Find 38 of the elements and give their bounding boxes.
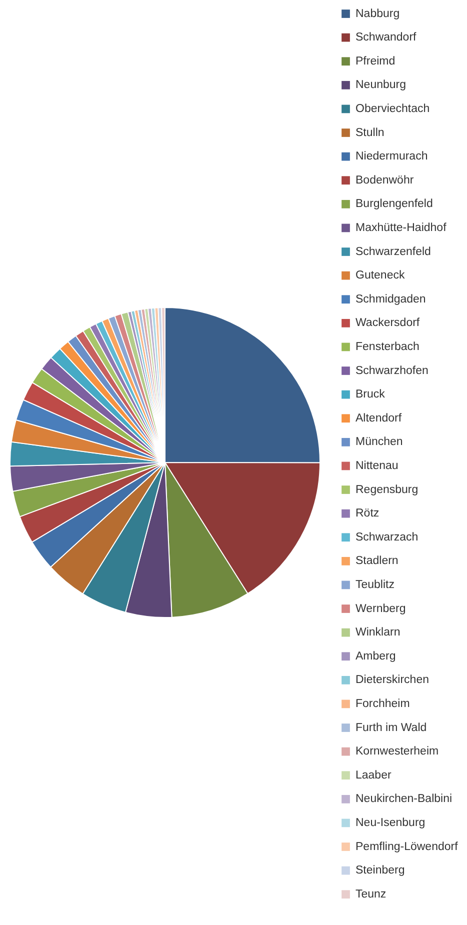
legend-label: Forchheim [356,698,410,710]
legend-label: München [356,436,403,448]
legend-label: Schmidgaden [356,293,426,306]
legend-label: Pemfling-Löwendorf [356,840,459,853]
legend-label: Altendorf [356,412,402,424]
legend-label: Oberviechtach [356,102,430,115]
legend-label: Burglengenfeld [356,198,433,210]
legend-label: Niedermurach [356,150,428,163]
legend-label: Wackersdorf [356,317,420,330]
legend-label: Bodenwöhr [356,174,414,186]
legend-label: Stadlern [356,555,398,568]
legend-label: Neukirchen-Balbini [356,793,452,806]
legend-label: Guteneck [356,270,405,282]
legend-label: Nabburg [356,8,400,20]
legend-label: Dieterskirchen [356,674,429,686]
legend-label: Furth im Wald [356,722,427,734]
legend-label: Laaber [356,769,392,782]
legend-label: Regensburg [356,484,418,496]
legend-label: Pfreimd [356,55,396,68]
legend-label: Teublitz [356,578,395,591]
legend-label: Schwandorf [356,32,418,44]
legend-label: Amberg [356,650,396,662]
legend-label: Neunburg [356,79,406,92]
legend-label: Steinberg [356,864,405,877]
legend-label: Stulln [356,126,384,139]
legend-label: Schwarzach [356,531,418,544]
legend-label: Schwarzhofen [356,364,428,377]
legend-label: Wernberg [356,602,406,615]
legend-label: Schwarzenfeld [356,246,431,258]
legend-label: Bruck [356,388,386,401]
legend-label: Nittenau [356,460,398,472]
legend-label: Kornwesterheim [356,746,439,758]
legend-label: Neu-Isenburg [356,816,426,829]
legend-label: Teunz [356,888,386,900]
legend-label: Maxhütte-Haidhof [356,222,448,234]
legend-label: Rötz [356,508,380,520]
legend-label: Winklarn [356,626,400,639]
legend-label: Fensterbach [356,340,420,353]
